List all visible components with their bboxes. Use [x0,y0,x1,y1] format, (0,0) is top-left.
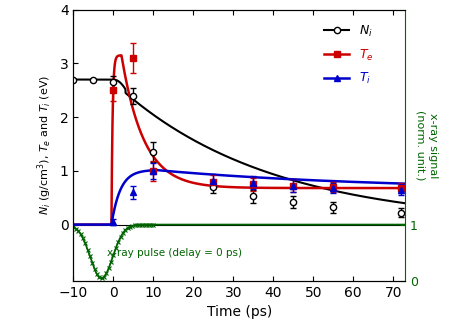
Legend: $N_i$, $T_e$, $T_i$: $N_i$, $T_e$, $T_i$ [319,19,379,91]
X-axis label: Time (ps): Time (ps) [207,306,272,319]
Y-axis label: $N_i$ (g/cm$^3$), $T_e$ and $T_i$ (eV): $N_i$ (g/cm$^3$), $T_e$ and $T_i$ (eV) [36,75,54,215]
Text: x-ray pulse (delay = 0 ps): x-ray pulse (delay = 0 ps) [108,247,242,257]
Y-axis label: x-ray signal
(norm. unit.): x-ray signal (norm. unit.) [416,110,438,181]
